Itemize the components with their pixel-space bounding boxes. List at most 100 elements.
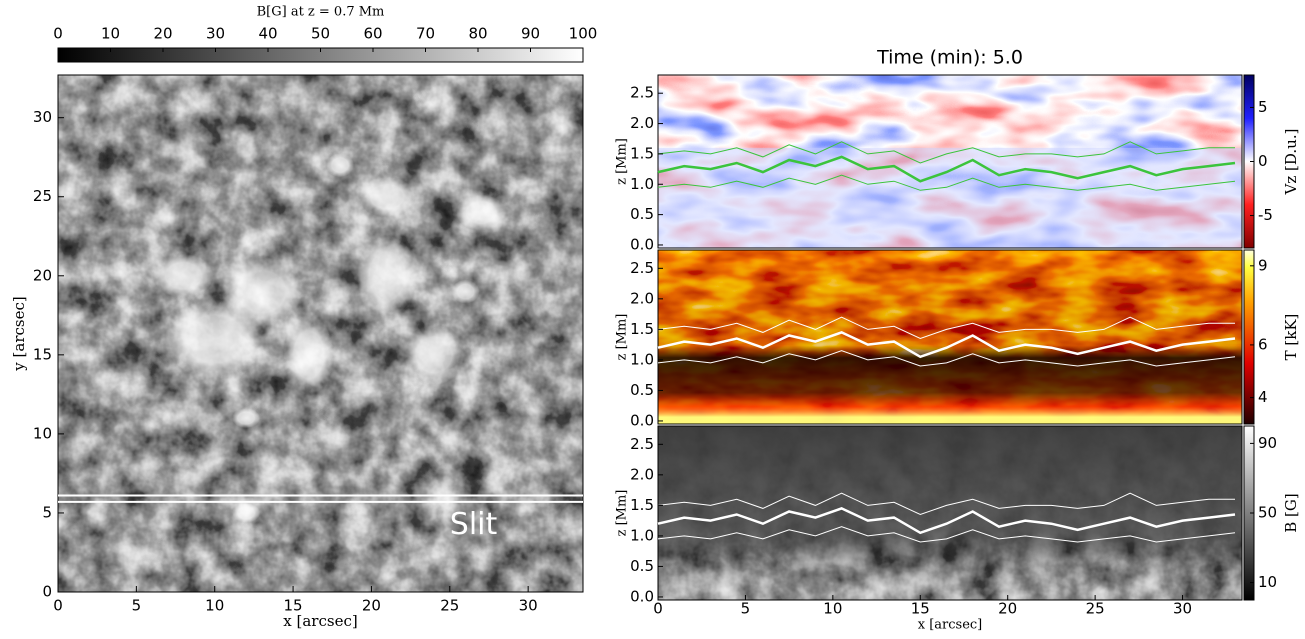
temperature-band — [658, 250, 1242, 424]
height-line — [657, 526, 1236, 543]
y-tick-label: 30 — [33, 108, 52, 126]
colorbar-tick-label: 90 — [521, 25, 540, 43]
y-tick-label: 0 — [42, 583, 52, 601]
colorbar-tick-label: 20 — [153, 25, 172, 43]
velocity-wash — [658, 147, 1242, 248]
x-tick-label: 30 — [1173, 600, 1192, 618]
y-tick-label: 0.0 — [630, 235, 654, 253]
colorbar-label: T [kK] — [1282, 314, 1300, 361]
heatmap-image — [658, 426, 1242, 600]
y-tick-label: 5 — [42, 503, 52, 521]
y-tick-label: 10 — [33, 424, 52, 442]
y-tick-label: 1.5 — [630, 144, 654, 162]
y-tick-label: 0.5 — [630, 381, 654, 399]
x-axis-label: x [arcsec] — [918, 618, 983, 633]
colorbar-tick-label: -5 — [1258, 206, 1273, 224]
x-axis-label: x [arcsec] — [283, 612, 357, 630]
height-line — [657, 507, 1236, 535]
colorbar-tick-label: 30 — [206, 25, 225, 43]
y-tick-label: 2.0 — [630, 465, 654, 483]
x-tick-label: 25 — [1086, 600, 1105, 618]
y-tick-label: 15 — [33, 345, 52, 363]
colorbar-tick-label: 9 — [1258, 256, 1268, 274]
bright-patch — [221, 256, 302, 327]
chart-title: Time (min): 5.0 — [876, 47, 1023, 69]
x-tick-label: 10 — [823, 600, 842, 618]
colorbar-tick-label: 5 — [1258, 98, 1268, 116]
y-tick-label: 0.5 — [630, 557, 654, 575]
height-line — [657, 141, 1235, 164]
colorbar — [1243, 249, 1255, 425]
x-tick-label: 5 — [132, 597, 142, 615]
x-tick-label: 20 — [362, 597, 381, 615]
colorbar-tick-label: 40 — [258, 25, 277, 43]
bright-patch — [153, 253, 214, 298]
x-tick-label: 5 — [741, 600, 751, 618]
colorbar-tick-label: 50 — [1258, 504, 1277, 522]
y-tick-label: 1.0 — [630, 175, 654, 193]
x-tick-label: 15 — [284, 597, 303, 615]
plots: Slit 0 5 10 15 20 25 30 0 5 10 15 20 25 30 x [arcsec] y … — [10, 5, 1300, 633]
colorbar-tick-label: 90 — [1258, 434, 1277, 452]
height-line — [657, 350, 1236, 367]
colorbar-tick-label: 10 — [1258, 573, 1277, 591]
y-axis-label: z [Mm] — [615, 314, 630, 361]
y-axis-label: z [Mm] — [615, 138, 630, 185]
heatmap-image — [658, 250, 1242, 424]
y-tick-label: 0.0 — [630, 587, 654, 605]
bright-patch — [357, 235, 418, 316]
y-tick-label: 2.0 — [630, 114, 654, 132]
y-tick-label: 2.5 — [630, 84, 654, 102]
height-line — [657, 492, 1235, 516]
x-tick-label: 30 — [519, 597, 538, 615]
colorbar-tick-label: 80 — [468, 25, 487, 43]
y-tick-label: 0.0 — [630, 411, 654, 429]
bright-patch — [283, 314, 334, 395]
bright-patch — [451, 279, 480, 304]
x-tick-label: 0 — [53, 597, 63, 615]
colorbar-tick-label: 70 — [416, 25, 435, 43]
colorbar-tick-label: 10 — [101, 25, 120, 43]
y-tick-label: 1.0 — [630, 350, 654, 368]
y-tick-label: 2.0 — [630, 289, 654, 307]
colorbar-label: B[G] at z = 0.7 Mm — [257, 5, 385, 20]
y-tick-label: 2.5 — [630, 259, 654, 277]
colorbar-tick-label: 6 — [1258, 335, 1268, 353]
colorbar-tick-label: 4 — [1258, 388, 1268, 406]
heatmap-image — [658, 75, 1242, 248]
y-tick-label: 1.5 — [630, 496, 654, 514]
colorbar-label: B [G] — [1282, 493, 1300, 532]
colorbar-tick-label: 60 — [363, 25, 382, 43]
x-tick-label: 20 — [998, 600, 1017, 618]
frame — [657, 249, 1243, 425]
y-tick-label: 1.0 — [630, 526, 654, 544]
bright-patch — [326, 153, 355, 178]
height-line — [657, 155, 1236, 183]
colorbar-tick-label: 0 — [1258, 152, 1268, 170]
height-line — [657, 174, 1236, 191]
x-tick-label: 15 — [911, 600, 930, 618]
height-line — [657, 331, 1236, 359]
heatmap-image — [58, 75, 583, 592]
y-tick-label: 1.5 — [630, 320, 654, 338]
y-axis-label: z [Mm] — [615, 490, 630, 537]
y-tick-label: 2.5 — [630, 435, 654, 453]
colorbar-tick-label: 50 — [311, 25, 330, 43]
y-tick-label: 0.5 — [630, 205, 654, 223]
bright-patch — [404, 324, 465, 385]
y-tick-label: 20 — [33, 266, 52, 284]
colorbar-label: Vz [D.u.] — [1282, 129, 1300, 196]
x-tick-label: 25 — [440, 597, 459, 615]
frame — [657, 425, 1243, 601]
bright-patch — [232, 502, 261, 523]
colorbar-tick-label: 100 — [569, 25, 598, 43]
frame — [657, 74, 1243, 249]
y-axis-label: y [arcsec] — [10, 296, 28, 371]
x-tick-label: 0 — [653, 600, 663, 618]
y-tick-label: 25 — [33, 187, 52, 205]
x-tick-label: 10 — [205, 597, 224, 615]
annotation: Slit — [450, 507, 498, 542]
bright-patch — [359, 176, 416, 217]
frame — [57, 74, 584, 593]
